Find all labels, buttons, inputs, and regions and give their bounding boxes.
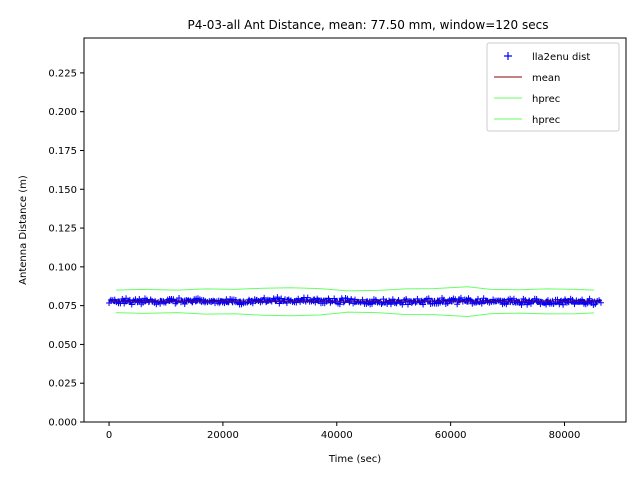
data-point-marker (225, 299, 232, 306)
axes-frame (83, 37, 627, 423)
data-point-marker (331, 295, 338, 302)
data-point-marker (467, 297, 474, 304)
data-point-marker (325, 295, 332, 302)
data-point-marker (136, 295, 143, 302)
data-point-marker (189, 299, 196, 306)
legend: lla2enu dist mean hprec hprec (486, 42, 620, 132)
x-tick-label: 20000 (207, 430, 239, 441)
data-point-marker (524, 301, 531, 308)
legend-marker-lla2enu-dist (504, 52, 512, 60)
data-point-marker (174, 298, 181, 305)
data-point-marker (312, 299, 319, 306)
data-point-marker (403, 296, 410, 303)
data-point-marker (444, 300, 451, 307)
x-axis-label: Time (sec) (328, 454, 381, 465)
y-tick-label: 0.150 (48, 185, 77, 196)
hprec-line (115, 311, 595, 318)
data-point-marker (412, 299, 419, 306)
data-point-marker (261, 294, 268, 301)
series-hprec-2 (115, 286, 595, 292)
y-tick-label: 0.025 (48, 379, 77, 390)
series-hprec-3 (115, 311, 595, 318)
data-point-marker (457, 294, 464, 301)
data-point-marker (425, 295, 432, 302)
legend-label: hprec (532, 94, 560, 105)
data-point-marker (597, 299, 604, 306)
legend-label: hprec (532, 115, 560, 126)
x-tick-label: 40000 (321, 430, 353, 441)
y-tick-label: 0.075 (48, 301, 77, 312)
data-point-marker (221, 300, 228, 307)
legend-label: mean (532, 73, 560, 84)
x-tick-label: 60000 (435, 430, 467, 441)
y-tick-label: 0.100 (48, 262, 77, 273)
data-point-marker (140, 299, 147, 306)
data-point-marker (510, 295, 517, 302)
data-point-marker (543, 301, 550, 308)
data-point-marker (272, 298, 279, 305)
data-point-marker (437, 299, 444, 306)
axes-ticks: 0 20000 40000 60000 80000 0.000 0.025 0.050 0.07… (48, 68, 580, 441)
data-point-marker (293, 299, 300, 306)
legend-box (486, 42, 620, 132)
x-tick-label: 80000 (549, 430, 581, 441)
data-point-marker (128, 301, 135, 308)
data-point-marker (558, 297, 565, 304)
data-point-marker (346, 299, 353, 306)
plot-area (106, 286, 604, 318)
data-point-marker (106, 300, 113, 307)
data-point-marker (386, 297, 393, 304)
data-point-marker (497, 297, 504, 304)
data-point-marker (274, 294, 281, 301)
data-point-marker (336, 301, 343, 308)
data-point-marker (399, 301, 406, 308)
data-point-marker (380, 296, 387, 303)
hprec-line (115, 286, 595, 292)
data-point-marker (586, 295, 593, 302)
y-axis-label: Antenna Distance (m) (18, 175, 29, 285)
chart-title: P4-03-all Ant Distance, mean: 77.50 mm, … (188, 18, 549, 32)
data-point-marker (134, 299, 141, 306)
data-point-marker (249, 300, 256, 307)
data-point-marker (454, 301, 461, 308)
data-point-marker (418, 297, 425, 304)
data-point-marker (560, 301, 567, 308)
data-point-marker (503, 301, 510, 308)
data-point-marker (518, 301, 525, 308)
y-tick-label: 0.175 (48, 146, 77, 157)
data-point-marker (387, 301, 394, 308)
y-tick-label: 0.200 (48, 107, 77, 118)
data-point-marker (389, 296, 396, 303)
y-tick-label: 0.125 (48, 224, 77, 235)
x-tick-label: 0 (106, 430, 112, 441)
data-point-marker (404, 301, 411, 308)
data-point-marker (176, 294, 183, 301)
data-point-marker (283, 300, 290, 307)
data-point-marker (170, 296, 177, 303)
data-point-marker (304, 294, 311, 301)
data-point-marker (119, 295, 126, 302)
y-tick-label: 0.050 (48, 340, 77, 351)
data-point-marker (295, 295, 302, 302)
data-point-marker (473, 299, 480, 306)
legend-label: lla2enu dist (532, 52, 590, 63)
y-tick-label: 0.225 (48, 68, 77, 79)
data-point-marker (340, 299, 347, 306)
y-tick-label: 0.000 (48, 418, 77, 429)
data-point-marker (526, 297, 533, 304)
